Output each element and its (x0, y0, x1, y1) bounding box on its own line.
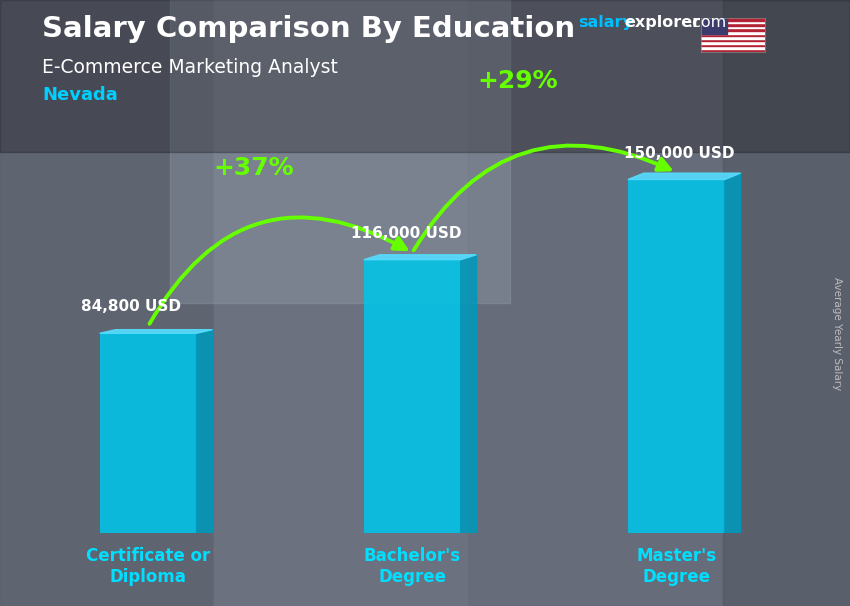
Bar (628, 179, 725, 533)
Bar (364, 260, 461, 533)
Polygon shape (364, 255, 477, 260)
Bar (701, 39, 765, 41)
Bar (701, 28, 765, 31)
Bar (701, 18, 727, 33)
Bar (701, 31, 765, 33)
Bar (701, 33, 765, 36)
Polygon shape (461, 255, 477, 533)
Polygon shape (99, 330, 212, 333)
Text: 116,000 USD: 116,000 USD (350, 226, 461, 241)
Bar (99, 333, 196, 533)
Bar (701, 44, 765, 47)
Bar (212, 0, 468, 606)
Bar (701, 49, 765, 52)
Text: explorer: explorer (625, 15, 701, 30)
Bar (722, 0, 850, 606)
Text: E-Commerce Marketing Analyst: E-Commerce Marketing Analyst (42, 58, 338, 76)
Bar (701, 18, 765, 21)
Bar (701, 23, 765, 26)
Bar (0, 0, 850, 152)
Polygon shape (196, 330, 212, 533)
Text: 150,000 USD: 150,000 USD (624, 145, 734, 161)
Text: Nevada: Nevada (42, 86, 118, 104)
Bar (701, 36, 765, 39)
Bar (468, 0, 722, 606)
Text: +29%: +29% (478, 68, 558, 93)
Polygon shape (628, 173, 740, 179)
Text: Average Yearly Salary: Average Yearly Salary (832, 277, 842, 390)
Bar (0, 0, 212, 606)
Bar (701, 47, 765, 49)
Text: salary: salary (578, 15, 633, 30)
Bar (701, 41, 765, 44)
Text: .com: .com (687, 15, 726, 30)
Bar (701, 26, 765, 28)
Bar (701, 21, 765, 23)
Polygon shape (725, 173, 740, 533)
Text: 84,800 USD: 84,800 USD (82, 299, 181, 315)
Text: Salary Comparison By Education: Salary Comparison By Education (42, 15, 575, 43)
Bar (170, 0, 510, 303)
Text: +37%: +37% (213, 156, 294, 180)
